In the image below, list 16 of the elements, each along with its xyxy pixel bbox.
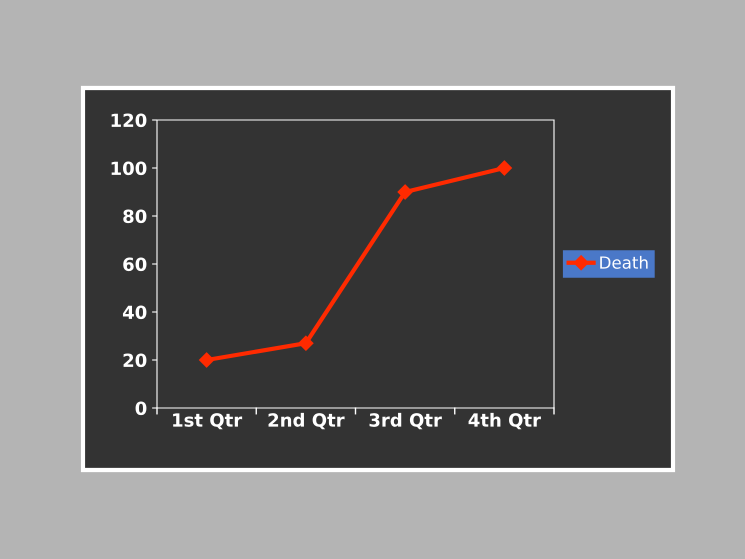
point <box>496 160 512 176</box>
x-tick-label: 4th Qtr <box>468 412 541 430</box>
y-tick-label: 100 <box>112 161 146 176</box>
y-tick-label: 20 <box>124 353 146 368</box>
y-tick-label: 80 <box>123 209 146 224</box>
x-tick-label: 1st Qtr <box>173 413 242 430</box>
y-tick-label: 0 <box>136 401 146 416</box>
y-tick-label: 40 <box>122 305 146 320</box>
y-tick-label: 120 <box>112 113 146 128</box>
legend-label: Death <box>600 256 648 269</box>
point <box>298 336 314 351</box>
y-tick-label: 60 <box>123 257 146 272</box>
x-tick-label: 2nd Qtr <box>268 412 345 430</box>
x-tick-label: 3rd Qtr <box>370 412 442 430</box>
point <box>199 352 214 368</box>
point <box>398 184 413 200</box>
